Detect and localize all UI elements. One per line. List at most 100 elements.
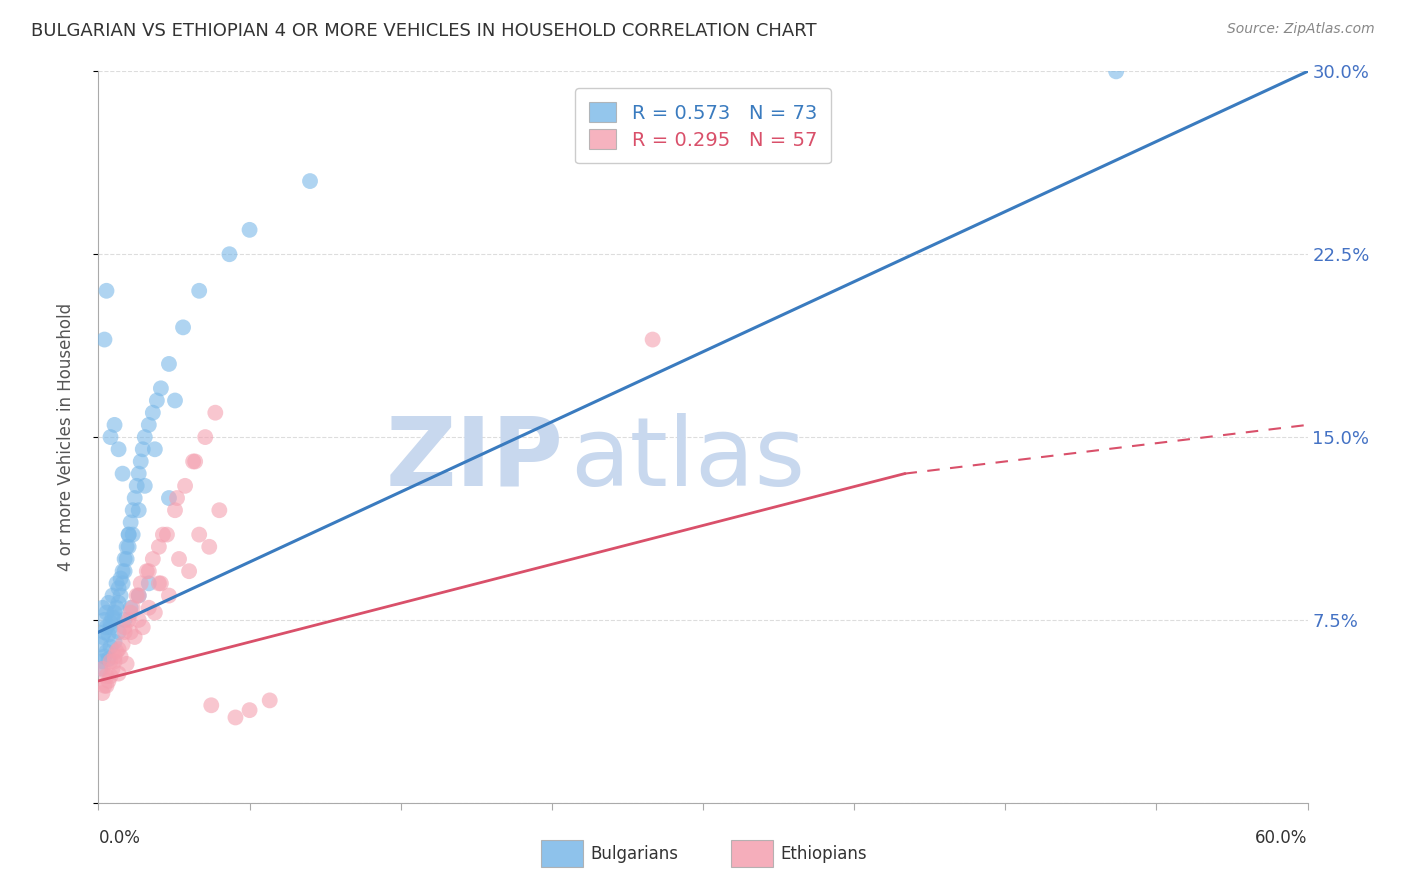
Point [124,630,146,644]
Point [103,606,125,620]
Point [135,564,157,578]
Point [93,679,115,693]
Point [103,635,125,649]
Point [239,703,262,717]
Point [103,654,125,668]
Point [125,479,148,493]
Point [194,430,217,444]
Point [163,393,186,408]
Point [163,503,186,517]
Point [107,442,129,457]
Point [188,284,211,298]
Point [93,649,115,664]
Y-axis label: 4 or more Vehicles in Household: 4 or more Vehicles in Household [56,303,75,571]
Point [121,503,143,517]
Point [91,654,114,668]
Point [96,669,118,683]
Point [125,589,148,603]
Point [143,442,166,457]
Point [641,333,664,347]
Point [184,454,207,468]
Point [107,625,129,640]
Point [93,613,115,627]
Point [174,479,197,493]
Point [107,581,129,595]
Point [91,600,114,615]
Point [100,615,122,630]
Point [167,552,190,566]
Point [134,430,156,444]
Point [146,393,169,408]
Point [91,630,114,644]
Point [105,645,128,659]
Point [200,698,222,713]
Point [103,649,125,664]
Point [138,576,160,591]
Point [100,640,122,654]
Text: 0.0%: 0.0% [98,829,141,847]
Point [156,527,179,541]
Point [114,564,136,578]
Point [93,625,115,640]
Point [103,610,125,624]
Point [128,503,150,517]
Point [111,467,134,481]
Point [129,576,152,591]
Point [181,454,204,468]
Point [91,686,114,700]
Point [100,669,122,683]
Point [118,540,141,554]
Point [142,552,165,566]
Point [118,527,141,541]
Point [152,527,174,541]
Point [96,284,118,298]
Point [166,491,188,505]
Point [120,516,142,530]
Point [179,564,201,578]
Point [138,417,160,432]
Point [118,613,141,627]
Point [138,564,160,578]
Point [100,430,122,444]
Point [115,540,138,554]
Point [149,381,172,395]
Text: Source: ZipAtlas.com: Source: ZipAtlas.com [1227,22,1375,37]
Point [91,662,114,676]
Point [96,645,118,659]
Text: Bulgarians: Bulgarians [591,845,679,863]
Point [224,710,246,724]
Point [128,589,150,603]
Point [218,247,240,261]
Point [129,454,152,468]
Point [103,417,125,432]
Point [101,662,124,676]
Point [107,666,129,681]
Point [239,223,262,237]
Point [111,564,134,578]
Point [157,357,180,371]
Point [128,589,150,603]
Point [114,625,136,640]
Point [100,654,122,668]
Point [157,589,180,603]
Point [128,467,150,481]
Point [157,491,180,505]
Point [188,527,211,541]
Point [105,600,128,615]
Point [96,606,118,620]
Point [120,606,142,620]
Point [97,673,120,688]
Point [142,406,165,420]
Point [100,620,122,634]
Legend: R = 0.573   N = 73, R = 0.295   N = 57: R = 0.573 N = 73, R = 0.295 N = 57 [575,88,831,163]
Point [96,620,118,634]
Text: BULGARIAN VS ETHIOPIAN 4 OR MORE VEHICLES IN HOUSEHOLD CORRELATION CHART: BULGARIAN VS ETHIOPIAN 4 OR MORE VEHICLE… [31,22,817,40]
Point [107,596,129,610]
Point [89,662,111,676]
Point [198,540,221,554]
Point [120,625,142,640]
Point [172,320,194,334]
Point [299,174,322,188]
Point [96,679,118,693]
Point [97,627,120,641]
